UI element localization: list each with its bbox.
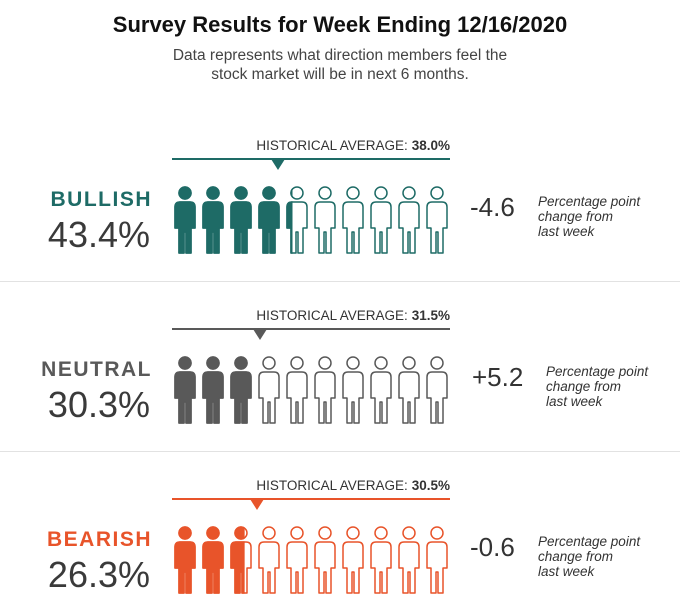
person-icon-filled	[230, 186, 252, 254]
person-icon-outline	[370, 526, 392, 594]
person-icon-filled	[230, 356, 252, 424]
section-bearish: HISTORICAL AVERAGE: 30.5% BEARISH 26.3% -…	[0, 452, 680, 607]
person-icon-outline	[258, 526, 280, 594]
historical-average-label: HISTORICAL AVERAGE: 31.5%	[256, 308, 450, 323]
change-note-line: last week	[538, 224, 595, 239]
historical-average-text: HISTORICAL AVERAGE:	[256, 308, 408, 323]
historical-average-value: 30.5%	[411, 478, 450, 493]
section-bullish: HISTORICAL AVERAGE: 38.0% BULLISH 43.4% -…	[0, 112, 680, 280]
section-divider	[0, 451, 680, 452]
people-pictograph	[174, 356, 448, 424]
sentiment-label: BULLISH	[50, 188, 152, 211]
person-icon-outline	[398, 186, 420, 254]
sentiment-label: NEUTRAL	[41, 358, 152, 381]
person-icon-outline	[426, 186, 448, 254]
change-note-line: change from	[538, 549, 614, 564]
historical-average-label: HISTORICAL AVERAGE: 30.5%	[256, 478, 450, 493]
person-icon-filled	[202, 526, 224, 594]
sentiment-percentage: 43.4%	[47, 214, 150, 255]
subtitle-line: stock market will be in next 6 months.	[211, 66, 469, 83]
person-icon-outline	[370, 186, 392, 254]
person-icon-filled	[202, 356, 224, 424]
historical-average-text: HISTORICAL AVERAGE:	[256, 478, 408, 493]
chart-subtitle: Data represents what direction members f…	[0, 46, 680, 84]
historical-average-value: 38.0%	[411, 138, 450, 153]
person-icon-filled	[258, 186, 280, 254]
people-pictograph	[174, 186, 448, 254]
change-note-line: last week	[546, 394, 603, 409]
person-icon-outline	[314, 526, 336, 594]
person-icon-filled	[174, 356, 196, 424]
person-icons-filled	[174, 356, 252, 424]
weekly-change-note: Percentage point change from last week	[546, 364, 680, 409]
weekly-change-note: Percentage point change from last week	[538, 534, 678, 579]
sentiment-percentage: 30.3%	[47, 384, 150, 425]
person-icons-filled	[174, 526, 245, 594]
change-note-line: change from	[538, 209, 614, 224]
person-icon-outline	[286, 526, 308, 594]
person-icon-outline	[314, 186, 336, 254]
change-note-line: Percentage point	[546, 364, 649, 379]
chart-title: Survey Results for Week Ending 12/16/202…	[112, 12, 568, 37]
person-icon-outline	[398, 526, 420, 594]
person-icon-outline	[314, 356, 336, 424]
historical-average-line	[172, 158, 450, 160]
person-icons-filled	[174, 186, 293, 254]
weekly-change-note: Percentage point change from last week	[538, 194, 678, 239]
historical-average-label: HISTORICAL AVERAGE: 38.0%	[256, 138, 450, 153]
person-icon-filled	[230, 526, 245, 594]
person-icon-outline	[342, 526, 364, 594]
change-note-line: Percentage point	[538, 534, 641, 549]
historical-average-line	[172, 498, 450, 500]
person-icon-outline	[370, 356, 392, 424]
section-neutral: HISTORICAL AVERAGE: 31.5% NEUTRAL 30.3% +…	[0, 282, 680, 450]
person-icon-filled	[174, 526, 196, 594]
person-icon-outline	[426, 356, 448, 424]
historical-average-line	[172, 328, 450, 330]
historical-average-marker	[270, 159, 285, 170]
person-icon-filled	[202, 186, 224, 254]
person-icon-outline	[286, 356, 308, 424]
historical-average-text: HISTORICAL AVERAGE:	[256, 138, 408, 153]
historical-average-marker	[252, 329, 267, 340]
historical-average-marker	[249, 499, 264, 510]
person-icon-outline	[398, 356, 420, 424]
person-icon-filled	[174, 186, 196, 254]
weekly-change-value: +5.2	[472, 362, 524, 392]
weekly-change-value: -4.6	[470, 192, 515, 222]
sentiment-label: BEARISH	[46, 528, 152, 551]
sentiment-percentage: 26.3%	[47, 554, 150, 595]
person-icon-outline	[342, 356, 364, 424]
change-note-line: Percentage point	[538, 194, 641, 209]
weekly-change-value: -0.6	[470, 532, 515, 562]
person-icon-outline	[342, 186, 364, 254]
subtitle-line: Data represents what direction members f…	[172, 47, 508, 64]
person-icon-filled	[286, 187, 293, 254]
people-pictograph	[174, 526, 448, 594]
change-note-line: change from	[546, 379, 622, 394]
historical-average-value: 31.5%	[411, 308, 450, 323]
change-note-line: last week	[538, 564, 595, 579]
section-divider	[0, 281, 680, 282]
person-icon-outline	[258, 356, 280, 424]
person-icon-outline	[426, 526, 448, 594]
